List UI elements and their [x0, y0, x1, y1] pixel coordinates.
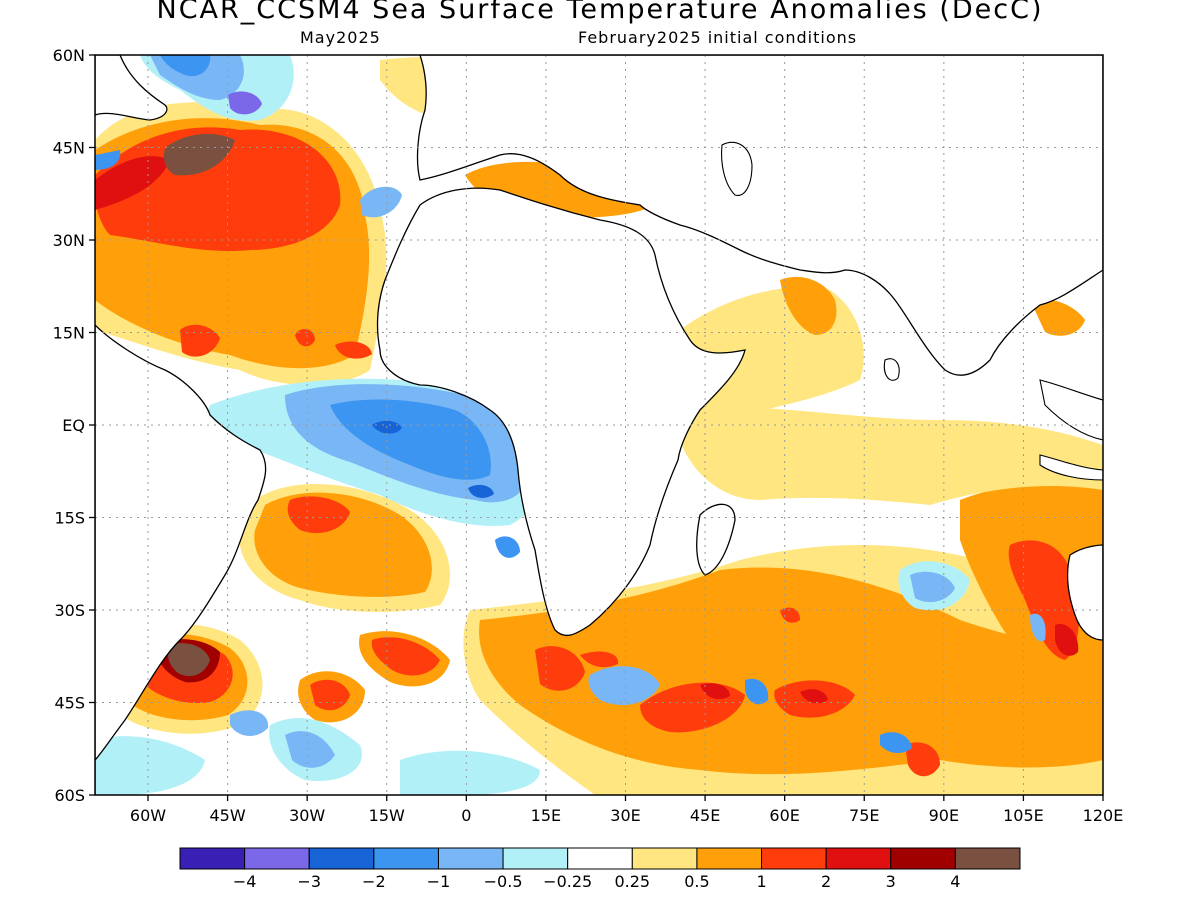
- caspian-sea-outline: [721, 141, 753, 196]
- latitude-axis: 60N 45N 30N 15N EQ 15S 30S 45S 60S: [53, 46, 95, 805]
- lon-tick-label: 120E: [1083, 806, 1124, 825]
- lon-tick-label: 30E: [610, 806, 640, 825]
- australia-landmass: [1066, 544, 1103, 641]
- sri-lanka-landmass: [883, 358, 900, 381]
- feature-southern-indian-warm: [463, 545, 1103, 795]
- eurasia-landmass: [416, 55, 1103, 376]
- colorbar-label: −0.25: [543, 872, 592, 891]
- colorbar-label: −2: [362, 872, 386, 891]
- lat-tick-label: 60N: [53, 46, 85, 65]
- lon-tick-label: 45E: [690, 806, 720, 825]
- colorbar-swatch: [502, 847, 569, 870]
- lon-tick-label: 15W: [369, 806, 405, 825]
- lat-tick-label: 45S: [54, 694, 85, 713]
- africa-landmass: [376, 187, 746, 637]
- north-america-landmass: [95, 55, 168, 121]
- colorbar: −4 −3 −2 −1 −0.5 −0.25 0.25 0.5 1 2 3 4: [179, 847, 1021, 891]
- colorbar-label: 4: [950, 872, 960, 891]
- madagascar-landmass: [696, 503, 736, 576]
- lon-tick-label: 30W: [289, 806, 325, 825]
- colorbar-swatch: [825, 847, 892, 870]
- colorbar-swatch: [373, 847, 439, 870]
- lat-tick-label: 15S: [54, 509, 85, 528]
- feature-north-atlantic-cold: [95, 55, 402, 218]
- south-america-landmass: [95, 324, 267, 795]
- colorbar-label: 2: [821, 872, 831, 891]
- lat-tick-label: 15N: [53, 324, 85, 343]
- feature-south-atlantic-warm: [239, 483, 450, 612]
- feature-arabian-sea-warm: [680, 276, 1103, 505]
- colorbar-label: −4: [233, 872, 257, 891]
- colorbar-label: 3: [886, 872, 896, 891]
- colorbar-swatch: [179, 847, 246, 870]
- colorbar-label: −3: [297, 872, 321, 891]
- map-title: NCAR_CCSM4 Sea Surface Temperature Anoma…: [156, 0, 1044, 25]
- colorbar-label: 0.5: [684, 872, 709, 891]
- colorbar-label: −1: [427, 872, 451, 891]
- lon-tick-label: 0: [461, 806, 471, 825]
- longitude-axis: 60W 45W 30W 15W 0 15E 30E 45E 60E 75E 90E 105E 120E: [130, 795, 1123, 825]
- colorbar-label: 0.25: [614, 872, 650, 891]
- colorbar-label: −0.5: [484, 872, 523, 891]
- feature-east-indian-warm: [960, 483, 1103, 674]
- southeast-asia-islands: [1039, 379, 1103, 441]
- colorbar-swatch: [567, 847, 633, 870]
- colorbar-swatch: [437, 847, 504, 870]
- colorbar-swatch: [308, 847, 375, 870]
- lat-tick-label: 30S: [54, 601, 85, 620]
- feature-equatorial-atlantic-cold: [208, 378, 540, 558]
- colorbar-swatch: [244, 847, 310, 870]
- feature-nw-atlantic-warm: [95, 102, 387, 385]
- lon-tick-label: 60E: [769, 806, 799, 825]
- lon-tick-label: 105E: [1003, 806, 1044, 825]
- colorbar-label: 1: [756, 872, 766, 891]
- colorbar-swatch: [631, 847, 698, 870]
- colorbar-swatch: [890, 847, 956, 870]
- lon-tick-label: 90E: [929, 806, 959, 825]
- gridlines: [95, 55, 1103, 795]
- lat-tick-label: 60S: [54, 786, 85, 805]
- lat-tick-label: EQ: [62, 416, 85, 435]
- initial-conditions: February2025 initial conditions: [578, 28, 858, 47]
- colorbar-swatch: [954, 847, 1021, 870]
- lon-tick-label: 45W: [209, 806, 245, 825]
- lon-tick-label: 60W: [130, 806, 166, 825]
- colorbar-swatch: [696, 847, 763, 870]
- lon-tick-label: 75E: [849, 806, 879, 825]
- land-mask: [95, 55, 1103, 795]
- lat-tick-label: 45N: [53, 139, 85, 158]
- forecast-month: May2025: [300, 28, 381, 47]
- lon-tick-label: 15E: [531, 806, 561, 825]
- lat-tick-label: 30N: [53, 231, 85, 250]
- colorbar-swatch: [761, 847, 827, 870]
- indonesia-landmass: [1039, 454, 1103, 481]
